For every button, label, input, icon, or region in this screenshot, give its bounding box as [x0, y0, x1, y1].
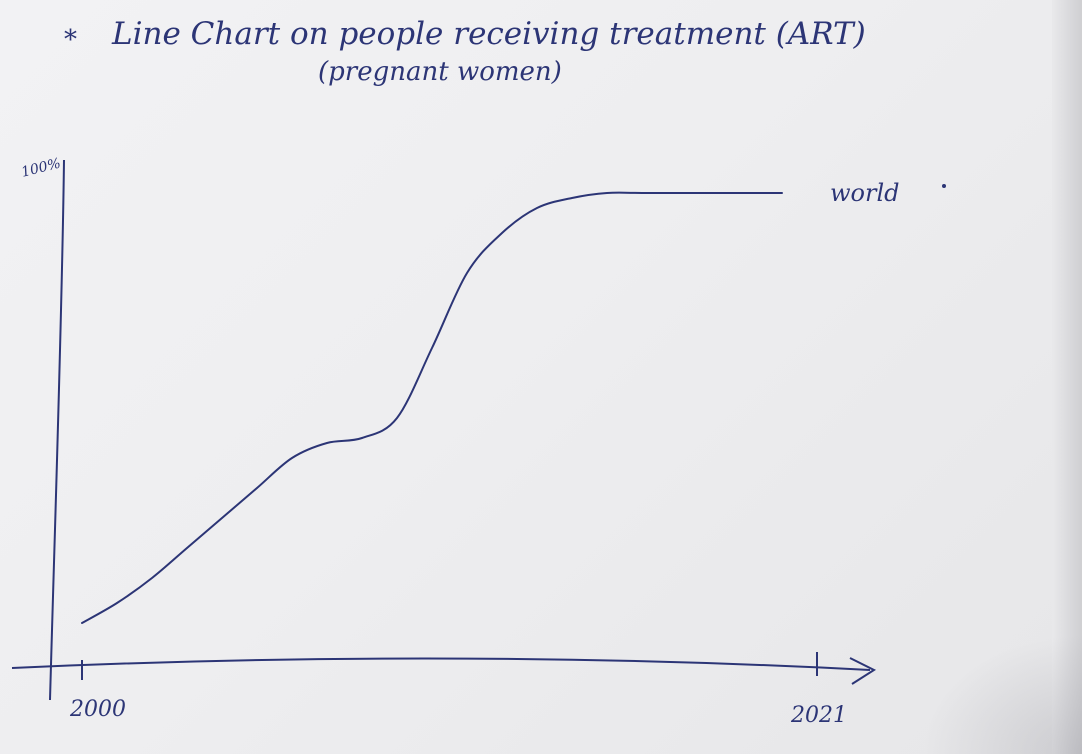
page-shadow — [922, 634, 1082, 754]
page-edge — [1052, 0, 1082, 754]
series-line-world — [81, 191, 783, 624]
y-axis-line — [49, 159, 65, 701]
x-tick-label-end: 2021 — [790, 703, 847, 728]
chart-subtitle: (pregnant women) — [318, 57, 562, 87]
y-tick-label: 100% — [20, 156, 63, 181]
series-label-dot — [942, 184, 946, 188]
chart-title: Line Chart on people receiving treatment… — [111, 16, 866, 52]
series-label-world: world — [830, 179, 900, 207]
title-bullet: * — [64, 25, 77, 55]
x-axis-line — [11, 657, 871, 671]
x-tick-label-start: 2000 — [69, 697, 126, 722]
x-axis-arrowhead — [849, 657, 877, 685]
